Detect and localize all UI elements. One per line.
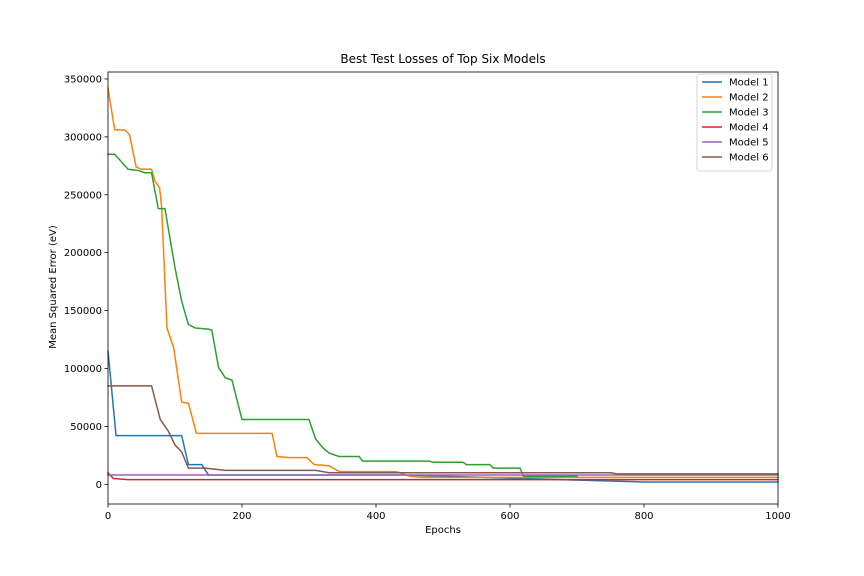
- x-tick-label: 1000: [765, 511, 790, 522]
- legend-box: [696, 73, 773, 172]
- legend-label-model-1: Model 1: [729, 78, 769, 89]
- y-tick-label: 0: [96, 480, 102, 491]
- y-tick-label: 300000: [64, 132, 102, 143]
- chart-title: Best Test Losses of Top Six Models: [340, 52, 545, 66]
- x-tick-label: 0: [105, 511, 111, 522]
- series-line-model-3: [107, 153, 578, 477]
- y-tick-label: 250000: [64, 190, 102, 201]
- x-tick-label: 600: [500, 511, 519, 522]
- legend-label-model-3: Model 3: [729, 108, 769, 119]
- legend-label-model-6: Model 6: [729, 153, 769, 164]
- legend: Model 1 Model 2 Model 3 Model 4 Model 5 Model…: [696, 73, 773, 172]
- y-tick-label: 150000: [64, 306, 102, 317]
- y-axis-label: Mean Squared Error (eV): [48, 225, 59, 349]
- axes-frame: [107, 71, 779, 505]
- legend-label-model-2: Model 2: [729, 93, 769, 104]
- axes-layer: 0 200 400 600 800 1000 0 50000 100000 150000 20000…: [64, 71, 791, 522]
- y-tick-label: 100000: [64, 364, 102, 375]
- series-line-model-2: [107, 87, 779, 479]
- x-axis-label: Epochs: [425, 525, 461, 536]
- y-tick-label: 200000: [64, 248, 102, 259]
- series-line-model-4: [106, 471, 779, 481]
- x-tick-label: 800: [634, 511, 653, 522]
- legend-label-model-5: Model 5: [729, 138, 769, 149]
- series-line-model-6: [107, 385, 779, 475]
- y-tick-label: 50000: [70, 422, 102, 433]
- x-tick-label: 400: [366, 511, 385, 522]
- series-layer: [106, 87, 779, 483]
- y-tick-label: 350000: [64, 74, 102, 85]
- x-tick-label: 200: [232, 511, 251, 522]
- legend-label-model-4: Model 4: [729, 123, 769, 134]
